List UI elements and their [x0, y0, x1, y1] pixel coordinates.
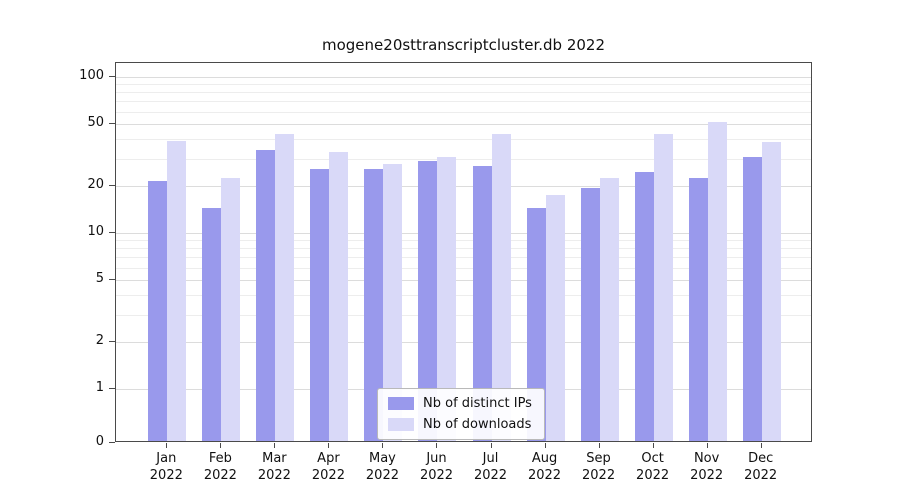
bar-distinct-ips: [472, 166, 492, 441]
bar-downloads: [599, 177, 619, 441]
y-tick-label: 10: [87, 224, 104, 239]
bar-downloads: [167, 140, 187, 441]
x-tick-label: Jul 2022: [473, 451, 508, 483]
bar-distinct-ips: [580, 187, 600, 441]
bar-downloads: [707, 121, 727, 441]
x-tick-mark: [706, 443, 708, 448]
minor-gridline: [116, 240, 811, 242]
y-tick-label: 5: [95, 270, 104, 286]
minor-gridline: [116, 314, 811, 316]
y-tick-label: 0: [95, 434, 104, 449]
legend-label-downloads: Nb of downloads: [423, 417, 532, 432]
bar-distinct-ips: [634, 171, 654, 441]
bar-distinct-ips: [256, 150, 276, 441]
y-tick-label: 1: [95, 380, 104, 395]
bar-downloads: [437, 156, 457, 441]
x-tick-mark: [166, 443, 168, 448]
x-tick-mark: [544, 443, 546, 448]
minor-gridline: [116, 267, 811, 269]
y-tick-mark: [109, 278, 115, 280]
minor-gridline: [116, 139, 811, 141]
major-gridline: [116, 342, 811, 344]
x-tick-mark: [274, 443, 276, 448]
legend-label-distinct-ips: Nb of distinct IPs: [423, 396, 532, 411]
bar-distinct-ips: [202, 208, 222, 441]
x-tick-mark: [328, 443, 330, 448]
x-tick-mark: [382, 443, 384, 448]
y-tick-mark: [109, 341, 115, 343]
y-tick-mark: [109, 122, 115, 124]
bar-distinct-ips: [148, 180, 168, 441]
bar-downloads: [653, 133, 673, 441]
legend-item-distinct-ips: Nb of distinct IPs: [388, 396, 532, 411]
bar-downloads: [491, 133, 511, 441]
major-gridline: [116, 77, 811, 78]
bar-distinct-ips: [742, 156, 762, 441]
chart-title: mogene20sttranscriptcluster.db 2022: [322, 36, 605, 54]
bar-distinct-ips: [688, 177, 708, 441]
y-tick-mark: [109, 232, 115, 233]
x-tick-mark: [598, 443, 600, 448]
minor-gridline: [116, 111, 811, 113]
y-tick-label: 50: [87, 114, 104, 130]
y-tick-mark: [109, 388, 115, 389]
bar-distinct-ips: [418, 161, 438, 441]
major-gridline: [116, 186, 811, 188]
plot-area: [115, 62, 812, 442]
bar-distinct-ips: [364, 168, 384, 441]
minor-gridline: [116, 92, 811, 94]
bar-downloads: [275, 133, 295, 441]
major-gridline: [116, 123, 811, 125]
legend-swatch-downloads: [388, 418, 414, 431]
x-tick-label: Jan 2022: [149, 451, 183, 483]
bar-downloads: [545, 195, 565, 441]
x-tick-label: Dec 2022: [744, 451, 778, 483]
x-tick-label: Sep 2022: [582, 451, 616, 483]
x-tick-label: May 2022: [365, 451, 399, 483]
y-tick-label: 2: [95, 333, 104, 349]
bar-distinct-ips: [310, 168, 330, 441]
x-tick-mark: [760, 443, 762, 448]
bar-downloads: [329, 152, 349, 441]
minor-gridline: [116, 84, 811, 86]
x-tick-label: Feb 2022: [203, 451, 237, 483]
major-gridline: [116, 233, 811, 234]
y-tick-label: 20: [87, 177, 104, 193]
bar-distinct-ips: [526, 208, 546, 441]
major-gridline: [116, 279, 811, 281]
legend-item-downloads: Nb of downloads: [388, 417, 532, 432]
minor-gridline: [116, 248, 811, 250]
x-tick-label: Oct 2022: [636, 451, 670, 483]
bar-downloads: [221, 177, 241, 441]
x-tick-label: Mar 2022: [257, 451, 291, 483]
legend: Nb of distinct IPs Nb of downloads: [377, 388, 545, 440]
y-tick-label: 100: [79, 68, 104, 83]
minor-gridline: [116, 257, 811, 259]
y-tick-mark: [109, 185, 115, 187]
x-tick-label: Aug 2022: [527, 451, 562, 483]
bar-downloads: [761, 142, 781, 441]
legend-swatch-distinct-ips: [388, 397, 414, 410]
x-tick-label: Nov 2022: [690, 451, 724, 483]
minor-gridline: [116, 101, 811, 103]
x-tick-mark: [490, 443, 492, 448]
y-tick-mark: [109, 76, 115, 77]
x-tick-mark: [220, 443, 222, 448]
minor-gridline: [116, 295, 811, 297]
x-tick-label: Jun 2022: [419, 451, 454, 483]
minor-gridline: [116, 158, 811, 160]
x-tick-label: Apr 2022: [311, 451, 345, 483]
x-tick-mark: [652, 443, 654, 448]
bar-downloads: [383, 163, 403, 441]
x-tick-mark: [436, 443, 438, 448]
y-tick-mark: [109, 442, 115, 443]
